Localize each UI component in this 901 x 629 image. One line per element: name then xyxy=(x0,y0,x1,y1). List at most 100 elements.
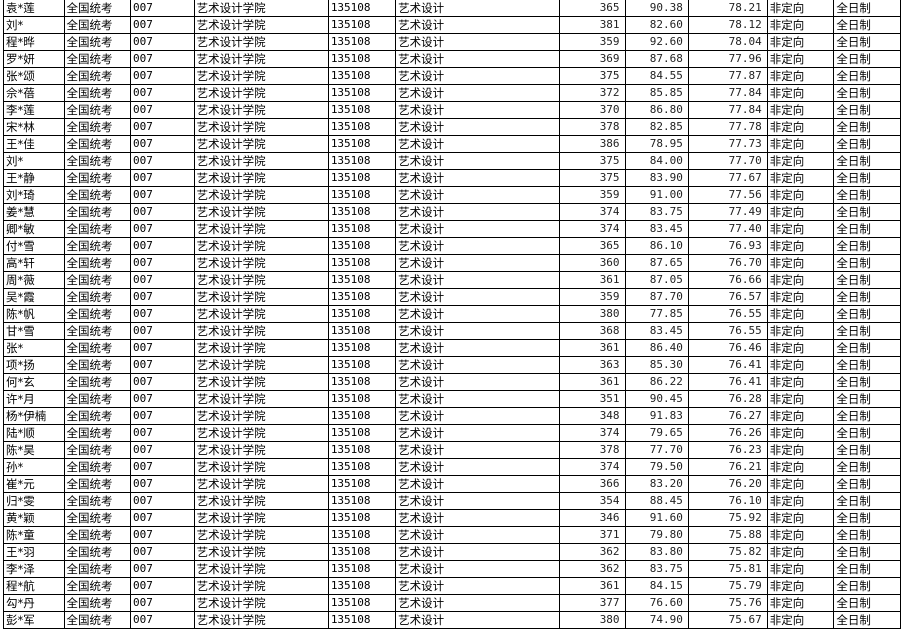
table-row: 刘*琦 全国统考 007 艺术设计学院 135108 艺术设计 359 91.00 77.56 非… xyxy=(3,186,901,204)
exam-type-cell: 全国统考 xyxy=(63,492,131,510)
total-score-cell: 76.23 xyxy=(687,441,768,459)
college-code-cell: 007 xyxy=(129,67,195,85)
study-mode-cell: 全日制 xyxy=(833,101,901,119)
exam-type-cell: 全国统考 xyxy=(63,305,131,323)
retest-score-cell: 76.60 xyxy=(624,594,689,612)
preliminary-score-cell: 348 xyxy=(558,407,626,425)
preliminary-score-cell: 377 xyxy=(558,594,626,612)
college-code-cell: 007 xyxy=(129,526,195,544)
study-mode-cell: 全日制 xyxy=(833,16,901,34)
retest-score-cell: 91.83 xyxy=(624,407,689,425)
total-score-cell: 77.87 xyxy=(687,67,768,85)
total-score-cell: 76.28 xyxy=(687,390,768,408)
enrollment-type-cell: 非定向 xyxy=(766,611,835,629)
study-mode-cell: 全日制 xyxy=(833,475,901,493)
retest-score-cell: 82.85 xyxy=(624,118,689,136)
enrollment-type-cell: 非定向 xyxy=(766,84,835,102)
major-code-cell: 135108 xyxy=(327,0,397,17)
exam-type-cell: 全国统考 xyxy=(63,203,131,221)
college-name-cell: 艺术设计学院 xyxy=(193,475,329,493)
enrollment-type-cell: 非定向 xyxy=(766,101,835,119)
major-code-cell: 135108 xyxy=(327,424,397,442)
table-row: 项*扬 全国统考 007 艺术设计学院 135108 艺术设计 363 85.30 76.41 非… xyxy=(3,356,901,374)
table-row: 程*晔 全国统考 007 艺术设计学院 135108 艺术设计 359 92.60 78.04 非… xyxy=(3,33,901,51)
candidate-name-cell: 李*泽 xyxy=(3,560,65,578)
enrollment-type-cell: 非定向 xyxy=(766,322,835,340)
candidate-name-cell: 程*晔 xyxy=(3,33,65,51)
college-name-cell: 艺术设计学院 xyxy=(193,220,329,238)
college-name-cell: 艺术设计学院 xyxy=(193,33,329,51)
total-score-cell: 76.10 xyxy=(687,492,768,510)
major-name-cell: 艺术设计 xyxy=(395,305,560,323)
retest-score-cell: 79.80 xyxy=(624,526,689,544)
major-code-cell: 135108 xyxy=(327,560,397,578)
candidate-name-cell: 刘*琦 xyxy=(3,186,65,204)
candidate-name-cell: 宋*林 xyxy=(3,118,65,136)
table-row: 陆*顺 全国统考 007 艺术设计学院 135108 艺术设计 374 79.65 76.26 非… xyxy=(3,424,901,442)
study-mode-cell: 全日制 xyxy=(833,288,901,306)
candidate-name-cell: 陈*童 xyxy=(3,526,65,544)
major-name-cell: 艺术设计 xyxy=(395,594,560,612)
exam-type-cell: 全国统考 xyxy=(63,186,131,204)
exam-type-cell: 全国统考 xyxy=(63,67,131,85)
preliminary-score-cell: 374 xyxy=(558,220,626,238)
exam-type-cell: 全国统考 xyxy=(63,118,131,136)
preliminary-score-cell: 371 xyxy=(558,526,626,544)
candidate-name-cell: 卿*敏 xyxy=(3,220,65,238)
college-name-cell: 艺术设计学院 xyxy=(193,16,329,34)
exam-type-cell: 全国统考 xyxy=(63,407,131,425)
exam-type-cell: 全国统考 xyxy=(63,509,131,527)
study-mode-cell: 全日制 xyxy=(833,220,901,238)
exam-type-cell: 全国统考 xyxy=(63,526,131,544)
total-score-cell: 77.40 xyxy=(687,220,768,238)
total-score-cell: 77.70 xyxy=(687,152,768,170)
preliminary-score-cell: 378 xyxy=(558,441,626,459)
enrollment-type-cell: 非定向 xyxy=(766,50,835,68)
college-code-cell: 007 xyxy=(129,424,195,442)
study-mode-cell: 全日制 xyxy=(833,458,901,476)
enrollment-type-cell: 非定向 xyxy=(766,118,835,136)
college-name-cell: 艺术设计学院 xyxy=(193,339,329,357)
college-code-cell: 007 xyxy=(129,118,195,136)
major-name-cell: 艺术设计 xyxy=(395,475,560,493)
major-code-cell: 135108 xyxy=(327,271,397,289)
preliminary-score-cell: 370 xyxy=(558,101,626,119)
retest-score-cell: 86.22 xyxy=(624,373,689,391)
major-name-cell: 艺术设计 xyxy=(395,509,560,527)
candidate-name-cell: 张*颂 xyxy=(3,67,65,85)
total-score-cell: 76.93 xyxy=(687,237,768,255)
study-mode-cell: 全日制 xyxy=(833,237,901,255)
total-score-cell: 77.49 xyxy=(687,203,768,221)
enrollment-type-cell: 非定向 xyxy=(766,152,835,170)
enrollment-type-cell: 非定向 xyxy=(766,509,835,527)
major-code-cell: 135108 xyxy=(327,254,397,272)
retest-score-cell: 86.40 xyxy=(624,339,689,357)
table-row: 高*轩 全国统考 007 艺术设计学院 135108 艺术设计 360 87.65 76.70 非… xyxy=(3,254,901,272)
table-row: 张*颂 全国统考 007 艺术设计学院 135108 艺术设计 375 84.55 77.87 非… xyxy=(3,67,901,85)
table-row: 陈*昊 全国统考 007 艺术设计学院 135108 艺术设计 378 77.70 76.23 非… xyxy=(3,441,901,459)
exam-type-cell: 全国统考 xyxy=(63,271,131,289)
total-score-cell: 76.26 xyxy=(687,424,768,442)
table-row: 周*薇 全国统考 007 艺术设计学院 135108 艺术设计 361 87.05 76.66 非… xyxy=(3,271,901,289)
study-mode-cell: 全日制 xyxy=(833,254,901,272)
candidate-name-cell: 勾*丹 xyxy=(3,594,65,612)
candidate-name-cell: 何*玄 xyxy=(3,373,65,391)
major-code-cell: 135108 xyxy=(327,33,397,51)
major-name-cell: 艺术设计 xyxy=(395,135,560,153)
candidate-name-cell: 刘* xyxy=(3,16,65,34)
college-code-cell: 007 xyxy=(129,16,195,34)
retest-score-cell: 87.68 xyxy=(624,50,689,68)
retest-score-cell: 79.50 xyxy=(624,458,689,476)
enrollment-type-cell: 非定向 xyxy=(766,33,835,51)
study-mode-cell: 全日制 xyxy=(833,50,901,68)
total-score-cell: 75.82 xyxy=(687,543,768,561)
college-name-cell: 艺术设计学院 xyxy=(193,458,329,476)
preliminary-score-cell: 375 xyxy=(558,152,626,170)
retest-score-cell: 91.00 xyxy=(624,186,689,204)
major-code-cell: 135108 xyxy=(327,509,397,527)
retest-score-cell: 77.85 xyxy=(624,305,689,323)
table-row: 许*月 全国统考 007 艺术设计学院 135108 艺术设计 351 90.45 76.28 非… xyxy=(3,390,901,408)
major-name-cell: 艺术设计 xyxy=(395,424,560,442)
major-code-cell: 135108 xyxy=(327,101,397,119)
exam-type-cell: 全国统考 xyxy=(63,0,131,17)
